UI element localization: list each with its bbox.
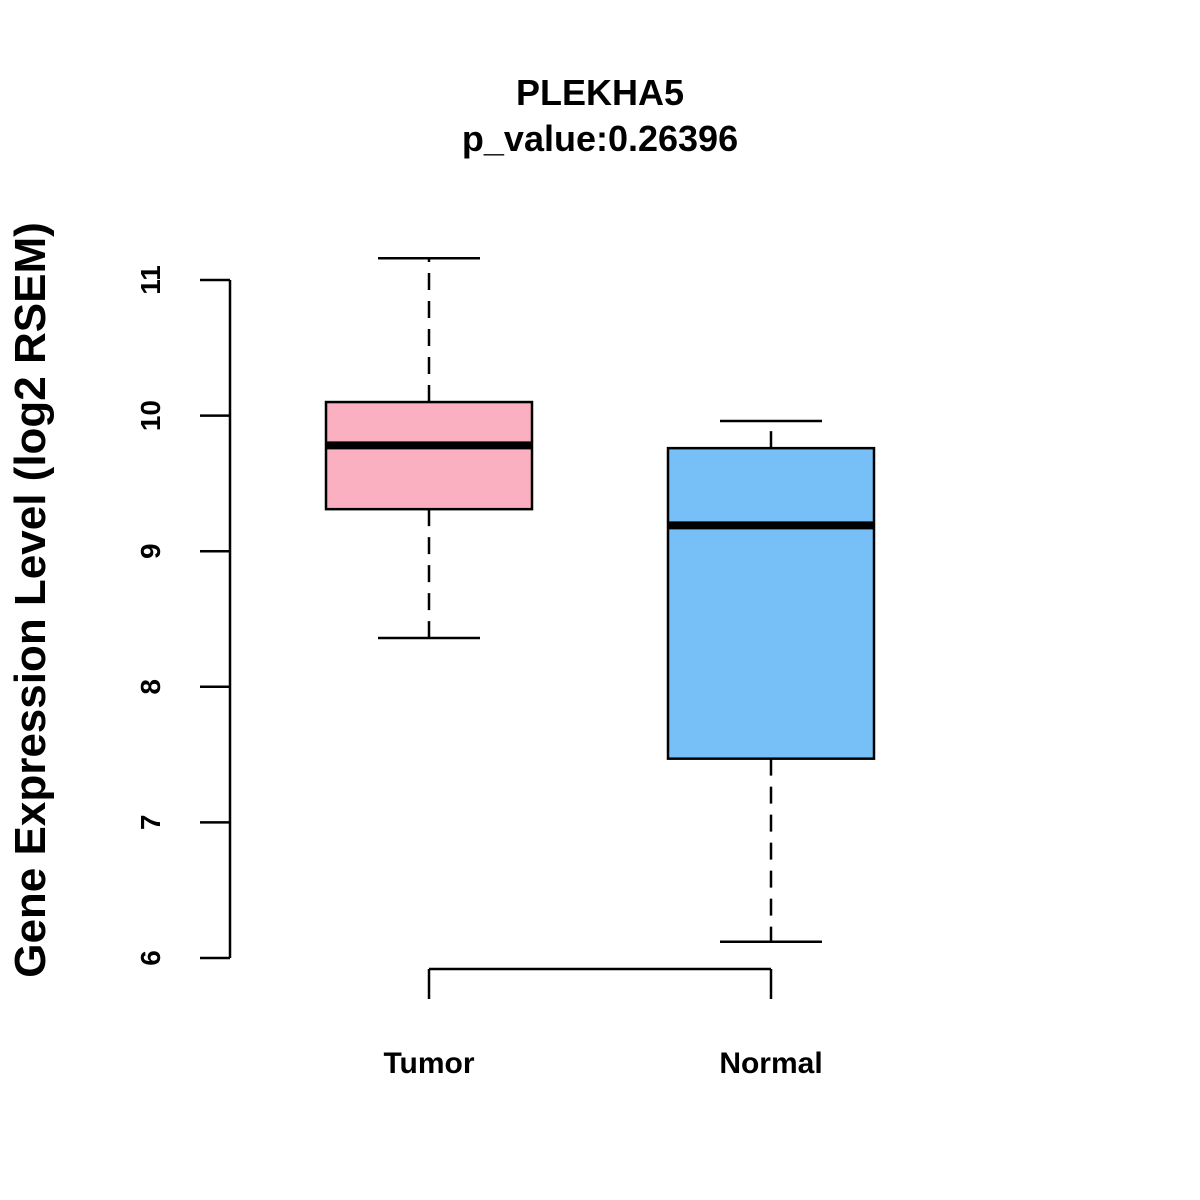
- boxes: [324, 257, 876, 943]
- y-axis-label: Gene Expression Level (log2 RSEM): [6, 222, 55, 978]
- box-tumor: [324, 257, 534, 640]
- y-axis: 6 7 8 9 10 11: [135, 265, 232, 966]
- y-tick-label-10: 10: [135, 400, 166, 431]
- iqr-box-tumor: [324, 400, 534, 511]
- chart-title: PLEKHA5: [516, 72, 684, 113]
- x-tick-label-tumor: Tumor: [383, 1047, 474, 1080]
- x-axis: Tumor Normal: [383, 967, 823, 1080]
- y-tick-label-11: 11: [135, 265, 166, 295]
- y-tick-label-7: 7: [135, 815, 166, 831]
- y-tick-label-6: 6: [135, 950, 166, 966]
- x-tick-label-normal: Normal: [719, 1047, 822, 1080]
- y-tick-label-8: 8: [135, 679, 166, 695]
- iqr-box-normal: [666, 446, 876, 760]
- y-tick-label-9: 9: [135, 543, 166, 559]
- chart-subtitle: p_value:0.26396: [462, 118, 738, 159]
- box-normal: [666, 419, 876, 943]
